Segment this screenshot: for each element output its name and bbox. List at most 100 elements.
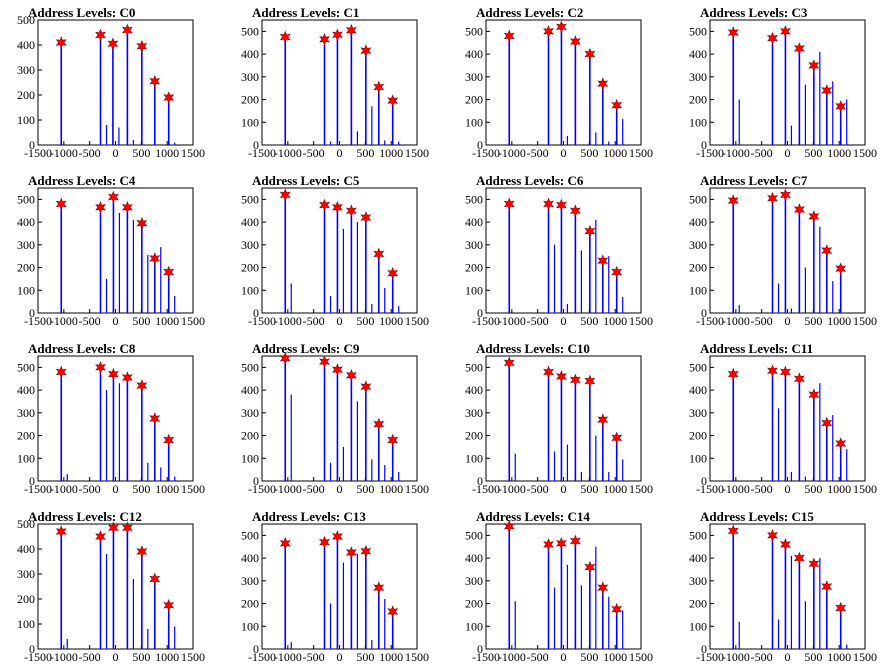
peak-marker [543,538,555,551]
x-tick-label: 1000 [379,650,403,664]
y-tick-label: 100 [465,619,483,633]
x-tick-label: -1500 [696,146,724,160]
panel-9: Address Levels: C90100200300400500-1500-… [241,341,429,496]
peak-marker [319,535,331,549]
peak-marker [835,437,847,450]
peak-marker [727,26,739,39]
panel-7: Address Levels: C70100200300400500-1500-… [689,173,877,328]
y-tick-label: 200 [465,429,483,443]
x-tick-label: -1500 [24,650,52,664]
x-tick-label: 500 [580,146,598,160]
y-tick-label: 200 [465,261,483,275]
peak-marker [821,84,833,97]
x-tick-label: 1000 [379,482,403,496]
y-tick-label: 0 [29,642,35,656]
x-tick-label: 1500 [405,650,429,664]
y-tick-label: 400 [17,542,35,556]
x-tick-label: 1000 [827,650,851,664]
peak-marker [767,364,779,378]
y-tick-label: 500 [465,528,483,542]
x-tick-label: 0 [113,314,119,328]
x-tick-label: -1500 [248,482,276,496]
y-tick-label: 500 [689,192,707,206]
x-tick-label: 1500 [181,650,205,664]
peak-marker [611,98,623,112]
x-tick-label: -1500 [696,314,724,328]
x-tick-label: -1500 [24,482,52,496]
peak-marker [821,244,833,257]
peak-marker [835,601,847,615]
x-tick-label: -1000 [274,314,302,328]
peak-marker [793,372,805,385]
x-tick-label: 500 [580,314,598,328]
peak-marker [780,538,791,551]
x-tick-label: 1000 [603,482,627,496]
peak-marker [503,520,515,533]
y-tick-label: 500 [17,360,35,374]
peak-marker [727,194,739,207]
peak-marker [808,210,820,223]
peak-marker [543,25,555,38]
y-tick-label: 400 [465,551,483,565]
x-tick-label: 1000 [379,314,403,328]
peak-marker [387,433,399,447]
y-tick-label: 500 [241,528,259,542]
panel-title: Address Levels: C5 [252,173,360,188]
peak-marker [345,368,357,382]
x-tick-label: 500 [132,314,150,328]
x-tick-label: 0 [113,146,119,160]
peak-marker [55,365,67,379]
y-tick-label: 300 [241,406,259,420]
x-tick-label: -500 [79,146,101,160]
y-tick-label: 200 [241,429,259,443]
y-tick-label: 200 [17,261,35,275]
x-tick-label: 500 [804,482,822,496]
x-tick-label: -1000 [722,146,750,160]
peak-marker [556,20,567,34]
panel-11: Address Levels: C11 0 100 200 300 400 500 -1500… [689,341,877,496]
y-tick-label: 0 [253,474,259,488]
panel-title: Address Levels: C3 [700,5,808,20]
y-tick-label: 0 [701,138,707,152]
peak-marker [95,361,107,374]
y-tick-label: 200 [241,597,259,611]
x-tick-label: -500 [303,146,325,160]
x-tick-label: 500 [132,482,150,496]
y-tick-label: 200 [241,261,259,275]
x-tick-label: -500 [527,314,549,328]
y-tick-label: 400 [241,215,259,229]
y-tick-label: 300 [241,574,259,588]
peak-marker [121,23,133,37]
x-tick-label: 1000 [827,314,851,328]
peak-marker [584,560,596,574]
y-tick-label: 0 [701,474,707,488]
x-tick-label: -1000 [722,482,750,496]
x-tick-label: -1500 [248,650,276,664]
x-tick-label: -1000 [274,146,302,160]
peak-marker [569,204,581,217]
y-tick-label: 300 [689,406,707,420]
peak-marker [95,200,107,214]
y-tick-label: 500 [465,360,483,374]
panel-title: Address Levels: C15 [700,509,814,524]
peak-marker [503,197,515,211]
y-tick-label: 200 [241,93,259,107]
x-tick-label: 0 [337,146,343,160]
panel-title: Address Levels: C10 [476,341,590,356]
x-tick-label: 500 [356,146,374,160]
panel-title: Address Levels: C9 [252,341,360,356]
y-tick-label: 400 [689,383,707,397]
y-tick-label: 400 [241,383,259,397]
y-tick-label: 200 [689,93,707,107]
x-tick-label: -1000 [498,146,526,160]
panel-title: Address Levels: C8 [28,341,136,356]
y-tick-label: 100 [689,619,707,633]
x-tick-label: -500 [527,482,549,496]
panel-6: Address Levels: C60100200300400500-1500-… [465,173,653,328]
peak-marker [345,546,357,559]
y-tick-label: 500 [241,24,259,38]
y-tick-label: 300 [465,238,483,252]
peak-marker [55,197,67,211]
x-tick-label: 1500 [405,482,429,496]
x-tick-label: 1500 [181,314,205,328]
